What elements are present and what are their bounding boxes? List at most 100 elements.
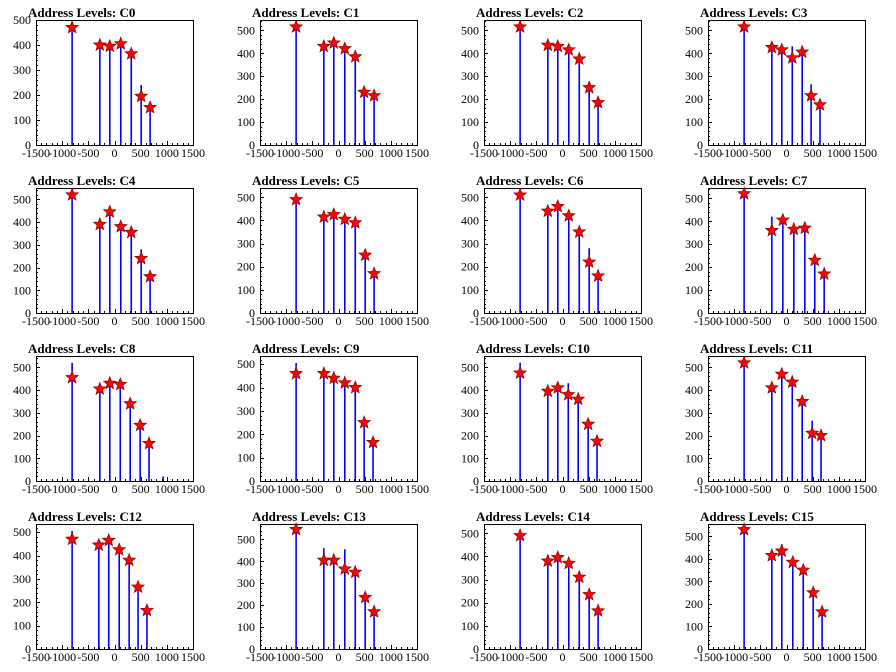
y-tick-label: 400 [237, 46, 255, 60]
peak-star-marker [337, 375, 352, 389]
y-tick-label: 500 [685, 529, 703, 543]
x-tick-label: -500 [525, 314, 547, 328]
panel-title: Address Levels: C8 [28, 341, 136, 356]
x-tick-label: 0 [112, 146, 118, 160]
x-tick-label: 0 [784, 314, 790, 328]
x-tick-label: -1500 [246, 482, 274, 496]
peak-star-marker [764, 380, 779, 394]
x-tick-label: -1000 [48, 314, 76, 328]
x-tick-label: 1500 [181, 482, 205, 496]
peak-star-marker [348, 380, 363, 394]
x-tick-label: 0 [784, 482, 790, 496]
x-tick-label: 1500 [629, 482, 653, 496]
peak-star-marker [561, 42, 576, 56]
y-tick-label: 0 [697, 138, 703, 152]
x-tick-label: -500 [525, 146, 547, 160]
peak-star-marker [92, 216, 107, 231]
y-tick-label: 400 [13, 549, 31, 563]
x-tick-label: 500 [804, 650, 822, 664]
peak-star-marker [795, 393, 810, 408]
y-tick-label: 400 [685, 383, 703, 397]
y-tick-label: 400 [461, 213, 479, 227]
peak-star-marker [101, 532, 116, 547]
y-tick-label: 200 [13, 88, 31, 102]
x-tick-label: -500 [77, 314, 99, 328]
peak-star-marker [513, 19, 528, 33]
peak-star-marker [764, 40, 779, 54]
histogram-panel: 0 100 200 300 400 500 -1500-1000 -500 0 500 1000 15… [685, 173, 877, 328]
x-tick-label: 1500 [853, 146, 877, 160]
peak-star-marker [326, 552, 341, 567]
y-tick-label: 100 [461, 283, 479, 297]
x-tick-label: 500 [580, 482, 598, 496]
x-tick-label: -1000 [48, 146, 76, 160]
histogram-panel: 0 100 200 300 400 500 -1500-1000 -500 0 500 1000 15… [13, 173, 205, 328]
y-tick-label: 0 [249, 642, 255, 656]
histogram-panel: 0 100 200 300 400 500 -1500-1000 -500 0 500 1000 15… [685, 5, 877, 160]
x-tick-label: 1500 [181, 146, 205, 160]
x-tick-label: 500 [132, 650, 150, 664]
x-tick-label: 1000 [379, 482, 403, 496]
x-tick-label: -1000 [720, 650, 748, 664]
x-tick-label: -1500 [22, 314, 50, 328]
histogram-panel: 0 100 200 300 400 500 -1500-1000 -500 0 500 1000 15… [237, 173, 429, 328]
peak-star-marker [785, 554, 800, 569]
peak-star-marker [540, 383, 555, 398]
x-tick-label: 0 [560, 650, 566, 664]
panel-title: Address Levels: C10 [476, 341, 590, 356]
x-tick-label: -1000 [496, 650, 524, 664]
histogram-panel: 0 100 200 300 400 500 -1500-1000 -500 0 500 1000 15… [461, 173, 653, 328]
peak-star-marker [142, 100, 158, 114]
y-tick-label: 100 [461, 115, 479, 129]
x-tick-label: 500 [804, 146, 822, 160]
peak-star-marker [348, 215, 363, 229]
y-tick-label: 400 [461, 46, 479, 60]
peak-star-marker [795, 44, 810, 59]
y-tick-label: 500 [13, 360, 31, 374]
peak-star-marker [348, 49, 363, 63]
peak-star-marker [572, 569, 587, 584]
y-tick-label: 100 [13, 451, 31, 465]
peak-star-marker [764, 222, 779, 237]
x-tick-label: -1000 [496, 314, 524, 328]
y-tick-label: 0 [249, 138, 255, 152]
panel-title: Address Levels: C2 [476, 5, 583, 20]
y-tick-label: 100 [237, 451, 255, 465]
x-tick-label: 1000 [827, 314, 851, 328]
panel-title: Address Levels: C3 [700, 5, 808, 20]
plot-frame [260, 356, 418, 482]
peak-star-marker [582, 254, 597, 269]
peak-star-marker [65, 187, 80, 201]
plot-frame [260, 524, 418, 650]
peak-star-marker [289, 366, 304, 380]
y-tick-label: 200 [461, 596, 479, 610]
peak-star-marker [142, 269, 158, 283]
y-tick-label: 300 [685, 69, 703, 83]
y-tick-label: 0 [25, 642, 31, 656]
peak-star-marker [737, 522, 752, 536]
y-tick-label: 400 [13, 215, 31, 229]
y-tick-label: 300 [237, 576, 255, 590]
peak-star-marker [813, 428, 829, 442]
y-tick-label: 300 [461, 69, 479, 83]
y-tick-label: 200 [13, 261, 31, 275]
y-tick-label: 200 [685, 92, 703, 106]
y-tick-label: 400 [237, 213, 255, 227]
x-tick-label: 500 [580, 650, 598, 664]
peak-star-marker [737, 186, 752, 200]
peak-star-marker [348, 564, 363, 579]
plot-frame [484, 188, 642, 314]
panel-title: Address Levels: C7 [700, 173, 808, 188]
histogram-panel: 0 100 200 300 400 500 -1500-1000 -500 0 500 1000 15… [461, 509, 653, 664]
y-tick-label: 300 [13, 572, 31, 586]
peak-star-marker [326, 207, 341, 221]
y-tick-label: 400 [685, 46, 703, 60]
y-tick-label: 0 [697, 474, 703, 488]
plot-frame [708, 188, 866, 314]
x-tick-label: 500 [356, 650, 374, 664]
y-tick-label: 500 [237, 357, 255, 371]
peak-star-marker [550, 550, 565, 564]
x-tick-label: 1500 [181, 650, 205, 664]
x-tick-label: 0 [112, 314, 118, 328]
